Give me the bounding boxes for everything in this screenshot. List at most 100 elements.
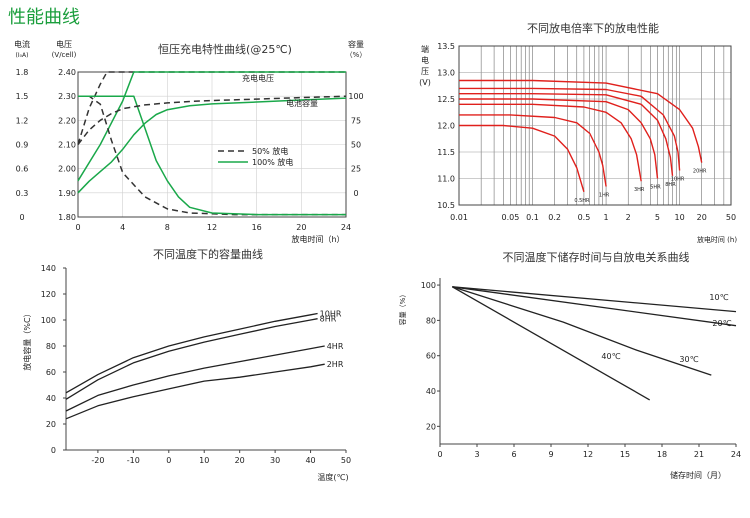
chart1-current-tick: 0.9 [16, 141, 29, 150]
chart2-y-tick: 12.5 [437, 95, 455, 104]
chart2-series-label-20HR: 20HR [693, 169, 707, 175]
chart3-x-axis-label: 温度(℃) [317, 472, 348, 482]
chart3-y-tick: 40 [46, 394, 56, 403]
chart4-x-tick: 9 [548, 450, 553, 459]
chart2-series-1HR [459, 114, 607, 187]
chart1-x-axis-label: 放电时间（h） [291, 234, 344, 244]
chart3-series-label-8HR: 8HR [320, 315, 337, 324]
chart4-x-tick: 3 [474, 450, 479, 459]
chart2-y-axis-label-char: 压 [421, 67, 429, 76]
chart2-series-label-8HR: 8HR [665, 182, 676, 188]
chart1-series-capacity-50 [77, 95, 347, 145]
chart3-series-label-2HR: 2HR [327, 360, 344, 369]
chart2-series-label-5HR: 5HR [650, 185, 661, 191]
chart1-x-tick: 20 [296, 223, 306, 232]
chart1-x-tick: 8 [165, 223, 170, 232]
chart1-series-voltage-50 [77, 71, 346, 145]
chart1-current-tick: 1.2 [16, 116, 29, 125]
chart1-voltage-axis-label: 电压 [56, 39, 72, 49]
chart4-y-tick: 20 [426, 422, 436, 431]
chart1-voltage-tick: 2.10 [58, 141, 76, 150]
chart2-series-10HR [459, 87, 681, 171]
chart3-x-tick: 10 [199, 456, 209, 465]
chart4-x-tick: 15 [620, 450, 630, 459]
chart1-x-tick: 12 [207, 223, 217, 232]
chart1-capacity-tick: 75 [351, 116, 361, 125]
chart1-current-tick: 0.6 [16, 165, 29, 174]
chart1-legend-label-50: 50% 放电 [252, 146, 288, 156]
chart1-current-tick: 1.8 [16, 68, 29, 77]
chart2-series-label-1HR: 1HR [599, 192, 610, 198]
chart1-series-current-100 [78, 95, 346, 216]
chart1-voltage-axis-unit: (V/cell) [52, 51, 77, 59]
chart3-x-tick: -20 [91, 456, 104, 465]
chart1-voltage-tick: 2.40 [58, 68, 76, 77]
chart4-y-tick: 100 [421, 281, 436, 290]
chart1-current-axis-unit: (I₀A) [16, 52, 29, 59]
chart4-y-tick: 80 [426, 316, 436, 325]
chart3-series-10HR [65, 312, 318, 394]
chart1-voltage-tick: 1.90 [58, 189, 76, 198]
chart2-x-tick: 1 [604, 213, 609, 222]
chart2-x-tick: 0.5 [578, 213, 591, 222]
chart1-series-current-50 [78, 95, 346, 216]
chart1-voltage-tick: 2.20 [58, 116, 76, 125]
chart2-x-axis-label: 放电时间 (h) [697, 235, 737, 244]
chart4-y-tick: 60 [426, 352, 436, 361]
chart1-current-axis-label: 电流 [14, 39, 30, 49]
chart2-y-tick: 11.5 [437, 148, 455, 157]
chart4-series-label-10℃: 10℃ [709, 293, 728, 302]
page-title: 性能曲线 [8, 7, 80, 28]
chart2-x-tick: 20 [697, 213, 707, 222]
chart4-x-tick: 0 [437, 450, 442, 459]
chart3-title: 不同温度下的容量曲线 [153, 247, 263, 261]
chart1-capacity-axis-unit: （%） [346, 51, 367, 59]
chart4-y-tick: 40 [426, 387, 436, 396]
chart3-series-4HR [65, 345, 325, 412]
chart3-x-tick: 20 [235, 456, 245, 465]
chart2-y-tick: 12.0 [437, 122, 455, 131]
chart2-series-label-10HR: 10HR [671, 177, 685, 183]
chart3-x-tick: 50 [341, 456, 351, 465]
chart3-x-tick: 30 [270, 456, 280, 465]
chart4-x-tick: 24 [731, 450, 741, 459]
chart3-y-tick: 120 [41, 290, 56, 299]
chart4-y-axis-label: 容量（%） [398, 291, 407, 326]
chart4-series-label-40℃: 40℃ [601, 352, 620, 361]
chart1-series-voltage-100 [77, 71, 346, 182]
chart2-x-tick: 5 [655, 213, 660, 222]
chart4-x-tick: 6 [511, 450, 516, 459]
chart2-series-8HR [459, 93, 674, 176]
chart2-title: 不同放电倍率下的放电性能 [527, 21, 659, 35]
chart2-x-tick: 0.2 [548, 213, 561, 222]
chart3-y-tick: 100 [41, 316, 56, 325]
chart2-series-3HR [459, 103, 642, 182]
chart1-annotation-capacity: 电池容量 [286, 98, 318, 108]
chart4-series-label-30℃: 30℃ [679, 355, 698, 364]
chart2-y-tick: 13.5 [437, 42, 455, 51]
chart1-x-tick: 16 [252, 223, 262, 232]
chart1-capacity-tick: 50 [351, 141, 361, 150]
chart3-y-tick: 60 [46, 368, 56, 377]
chart1-legend-label-100: 100% 放电 [252, 157, 293, 167]
chart4-x-tick: 18 [657, 450, 667, 459]
chart1-capacity-tick: 100 [348, 92, 363, 101]
chart3-x-tick: 40 [305, 456, 315, 465]
chart3-x-tick: 0 [166, 456, 171, 465]
chart1-capacity-axis-label: 容量 [348, 39, 364, 49]
chart1-current-tick: 0 [19, 213, 24, 222]
chart2-y-tick: 11.0 [437, 175, 455, 184]
chart3-y-tick: 140 [41, 264, 56, 273]
chart4-x-tick: 21 [694, 450, 704, 459]
chart2-y-axis-label-char: (V) [419, 78, 431, 87]
chart2-y-axis-label-char: 端 [421, 44, 429, 54]
chart1-voltage-tick: 2.30 [58, 92, 76, 101]
chart3-series-label-10HR: 10HR [320, 310, 342, 319]
chart2-y-tick: 10.5 [437, 201, 455, 210]
chart2-x-tick: 0.1 [526, 213, 539, 222]
chart2-x-tick: 2 [626, 213, 631, 222]
chart3-series-label-4HR: 4HR [327, 342, 344, 351]
chart4-series-40℃ [451, 286, 651, 401]
chart2-x-tick: 10 [675, 213, 685, 222]
